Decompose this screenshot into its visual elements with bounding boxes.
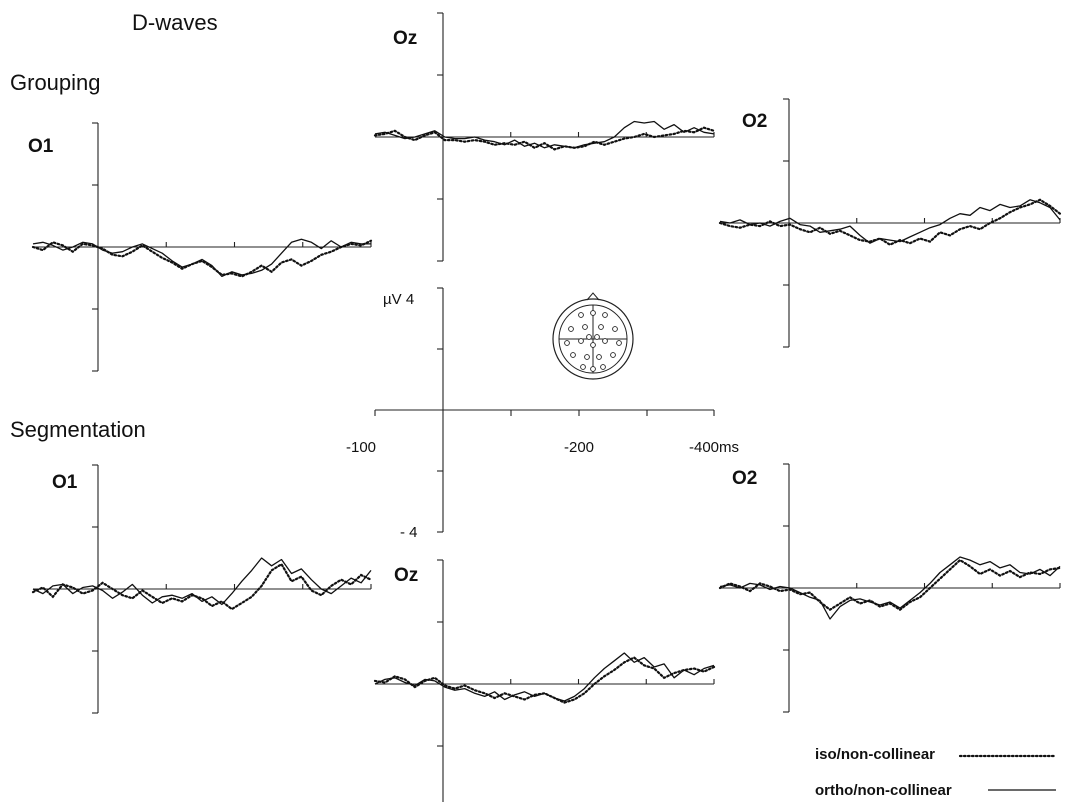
series-iso-line bbox=[718, 198, 1062, 246]
section-label-segmentation: Segmentation bbox=[10, 417, 146, 442]
electrode-dot bbox=[594, 334, 600, 340]
electrode-dot bbox=[610, 352, 616, 358]
electrode-dot bbox=[584, 354, 590, 360]
panel-label-grouping-o2: O2 bbox=[742, 111, 767, 132]
electrode-dot bbox=[602, 338, 608, 344]
section-label-grouping: Grouping bbox=[10, 70, 101, 95]
panel-segmentation-o1 bbox=[31, 464, 373, 714]
electrode-dot bbox=[578, 338, 584, 344]
series-iso-line bbox=[718, 558, 1062, 612]
electrode-dot bbox=[612, 326, 618, 332]
electrode-dot bbox=[564, 340, 570, 346]
electrode-dot bbox=[582, 324, 588, 330]
legend-iso-label: iso/non-collinear bbox=[815, 746, 935, 763]
scale-min-label: - 4 bbox=[400, 524, 418, 541]
electrode-dot bbox=[568, 326, 574, 332]
panel-segmentation-oz bbox=[373, 559, 716, 802]
series-ortho-line bbox=[719, 199, 1061, 244]
erp-panels bbox=[31, 12, 1062, 802]
electrode-dot bbox=[590, 342, 596, 348]
series-ortho-line bbox=[374, 120, 715, 149]
panel-label-segmentation-o2: O2 bbox=[732, 468, 757, 489]
electrode-dot bbox=[616, 340, 622, 346]
scale-tick-label: -100 bbox=[346, 439, 376, 456]
series-iso-line bbox=[31, 239, 373, 278]
scale-tick-label: -400 bbox=[689, 439, 719, 456]
electrode-dot bbox=[590, 366, 596, 372]
electrode-dot bbox=[600, 364, 606, 370]
electrode-dot bbox=[596, 354, 602, 360]
electrode-dot bbox=[598, 324, 604, 330]
series-ortho-line bbox=[719, 556, 1061, 620]
scale-unit-label: µV 4 bbox=[383, 291, 414, 308]
panel-grouping-o1 bbox=[31, 122, 373, 372]
panel-label-grouping-o1: O1 bbox=[28, 136, 54, 157]
electrode-dot bbox=[602, 312, 608, 318]
panel-segmentation-o2 bbox=[718, 463, 1062, 713]
panel-label-segmentation-o1: O1 bbox=[52, 472, 78, 493]
series-iso-line bbox=[373, 656, 716, 704]
electrode-head-map-icon bbox=[552, 292, 634, 380]
electrode-dot bbox=[578, 312, 584, 318]
figure-title: D-waves bbox=[132, 10, 218, 35]
scale-tick-label: -200 bbox=[564, 439, 594, 456]
series-iso-line bbox=[31, 562, 373, 611]
series-ortho-line bbox=[32, 557, 372, 606]
scale-axis bbox=[374, 287, 715, 533]
panel-grouping-o2 bbox=[718, 98, 1062, 348]
electrode-dot bbox=[586, 334, 592, 340]
electrode-dot bbox=[580, 364, 586, 370]
series-iso-line bbox=[373, 126, 716, 151]
electrode-dot bbox=[570, 352, 576, 358]
series-ortho-line bbox=[32, 238, 371, 278]
panel-label-segmentation-oz: Oz bbox=[394, 565, 418, 586]
panel-label-grouping-oz: Oz bbox=[393, 28, 417, 49]
legend-ortho-label: ortho/non-collinear bbox=[815, 782, 952, 799]
electrode-dot bbox=[590, 310, 596, 316]
scale-tick-label: ms bbox=[719, 439, 739, 456]
panel-grouping-oz bbox=[373, 12, 716, 262]
